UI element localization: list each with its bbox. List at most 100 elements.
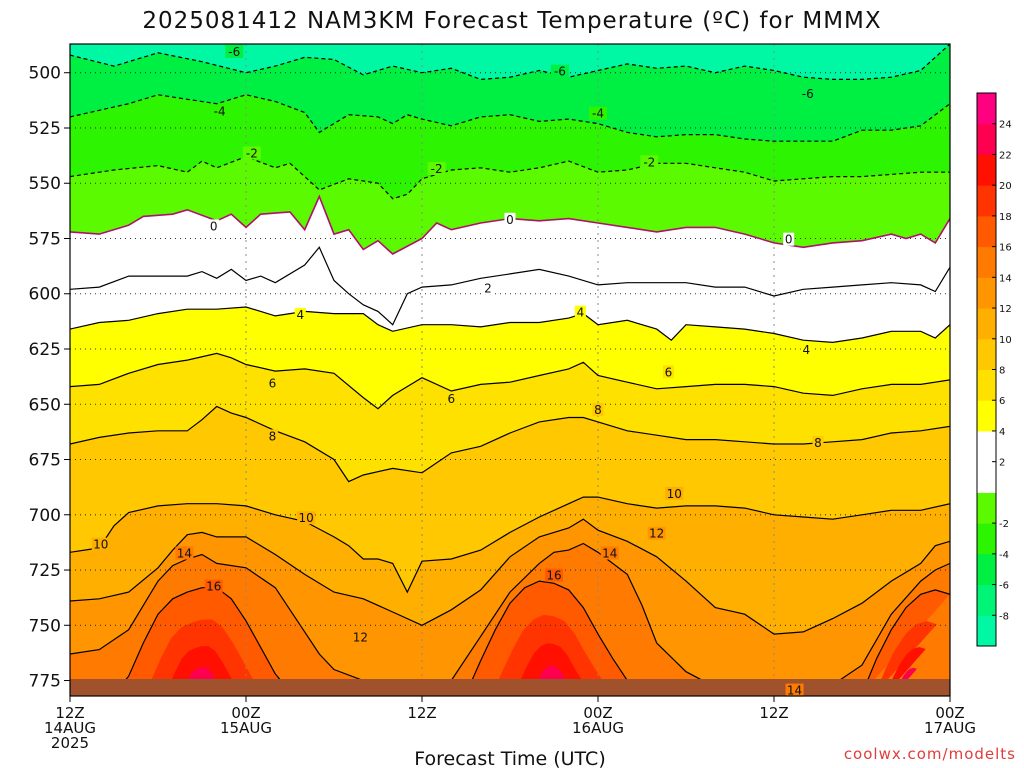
contour-label-bg — [91, 537, 110, 551]
contour-label: -4 — [592, 107, 604, 121]
isotherm-6 — [70, 352, 950, 410]
contour-label: 8 — [814, 436, 822, 450]
colorbar-label: 14 — [999, 273, 1012, 284]
contour-label-bg — [297, 511, 316, 525]
y-tick-label: 575 — [29, 229, 61, 249]
x-tick-label: 17AUG — [924, 719, 976, 737]
contour-label-bg — [662, 365, 674, 379]
isotherm--2 — [70, 156, 950, 200]
x-tick-label: 14AUG — [44, 719, 96, 737]
y-tick-label: 550 — [29, 174, 61, 194]
contour-label-bg — [482, 281, 494, 295]
contour-label: 16 — [546, 569, 561, 583]
contour-label-bg — [783, 232, 795, 246]
contour-label: 16 — [206, 580, 221, 594]
contour-label: 0 — [506, 213, 514, 227]
chart-title: 2025081412 NAM3KM Forecast Temperature (… — [142, 8, 881, 34]
colorbar-label: -4 — [999, 550, 1009, 561]
plot-frame — [69, 43, 951, 697]
x-tick-label: 2025 — [51, 734, 89, 752]
contour-label-bg — [647, 526, 666, 540]
colorbar-label: 20 — [999, 181, 1012, 192]
colorbar-label: 16 — [999, 243, 1012, 254]
colorbar-segment — [977, 553, 996, 586]
contour-label-bg — [351, 630, 370, 644]
contour-label: 8 — [594, 403, 602, 417]
colorbar-segment — [977, 185, 996, 217]
contour-label-bg — [798, 86, 817, 100]
contour-label: 4 — [802, 343, 810, 357]
isotherm-16 — [113, 587, 291, 695]
contour-label: -6 — [228, 45, 240, 59]
isotherm-2 — [70, 246, 950, 326]
contour-label-bg — [266, 429, 278, 443]
contour-label: 14 — [787, 684, 802, 698]
isotherm-16 — [861, 589, 950, 695]
colorbar-segment — [977, 123, 996, 155]
contour-label: 14 — [177, 547, 192, 561]
isotherm-8 — [70, 405, 950, 483]
contour-label: 10 — [667, 487, 682, 501]
contour-label: 0 — [785, 233, 793, 247]
isotherm-10 — [70, 496, 950, 594]
contour-label: -2 — [246, 147, 258, 161]
contour-label-bg — [175, 546, 194, 560]
x-tick-label: 00Z — [231, 704, 260, 722]
x-tick-label: 00Z — [583, 704, 612, 722]
y-tick-label: 750 — [29, 616, 61, 636]
isotherm-16 — [465, 580, 643, 695]
colorbar-segment — [977, 430, 996, 463]
contour-label: 6 — [448, 392, 456, 406]
contour-label-bg — [445, 391, 457, 405]
isotherm--4 — [70, 94, 950, 142]
contour-label: 6 — [269, 376, 277, 390]
ground-strip — [70, 679, 950, 696]
colorbar-label: 6 — [999, 396, 1005, 407]
contour-label: 0 — [210, 219, 218, 233]
contour-label: -6 — [554, 65, 566, 79]
y-tick-label: 675 — [29, 451, 61, 471]
isotherm-lines — [70, 44, 950, 695]
y-tick-label: 650 — [29, 395, 61, 415]
contour-label-bg — [589, 106, 607, 120]
colorbar-label: -8 — [999, 611, 1009, 622]
y-axis: 500 525 550 575 600 625 650 675 700 725 750 775 — [29, 64, 70, 692]
contour-label: 6 — [665, 365, 673, 379]
y-tick-label: 525 — [29, 119, 61, 139]
colorbar-label: 22 — [999, 150, 1012, 161]
colorbar-segment — [977, 338, 996, 370]
contour-label-bg — [208, 219, 220, 233]
colorbar-label: 12 — [999, 304, 1012, 315]
x-tick-label: 12Z — [407, 704, 436, 722]
isotherm-12 — [70, 518, 950, 635]
ground-layer — [70, 679, 950, 696]
contour-label: 12 — [353, 631, 368, 645]
contour-label: -2 — [643, 155, 655, 169]
contour-label: 2 — [484, 281, 492, 295]
contour-label: 10 — [298, 511, 313, 525]
contour-label-bg — [210, 104, 229, 118]
contour-label-bg — [294, 307, 306, 321]
contour-label: 12 — [649, 527, 664, 541]
credit-link[interactable]: coolwx.com/modelts — [844, 745, 1016, 763]
contour-label: -4 — [214, 105, 226, 119]
x-tick-label: 12Z — [55, 704, 84, 722]
colorbar-label: 24 — [999, 120, 1012, 131]
y-tick-label: 700 — [29, 506, 61, 526]
colorbar-segment — [977, 215, 996, 248]
y-tick-label: 775 — [29, 672, 61, 692]
colorbar-segment — [977, 277, 996, 309]
colorbar-segment — [977, 523, 996, 555]
contour-label-bg — [785, 683, 804, 697]
colorbar-segment — [977, 308, 996, 340]
contour-label-bg — [204, 579, 223, 593]
colorbar-segment — [977, 461, 996, 493]
colorbar-segment — [977, 246, 996, 278]
colorbar-label: 10 — [999, 335, 1012, 346]
colorbar-label: 18 — [999, 212, 1012, 223]
contour-label-bg — [592, 402, 604, 416]
y-tick-label: 600 — [29, 285, 61, 305]
